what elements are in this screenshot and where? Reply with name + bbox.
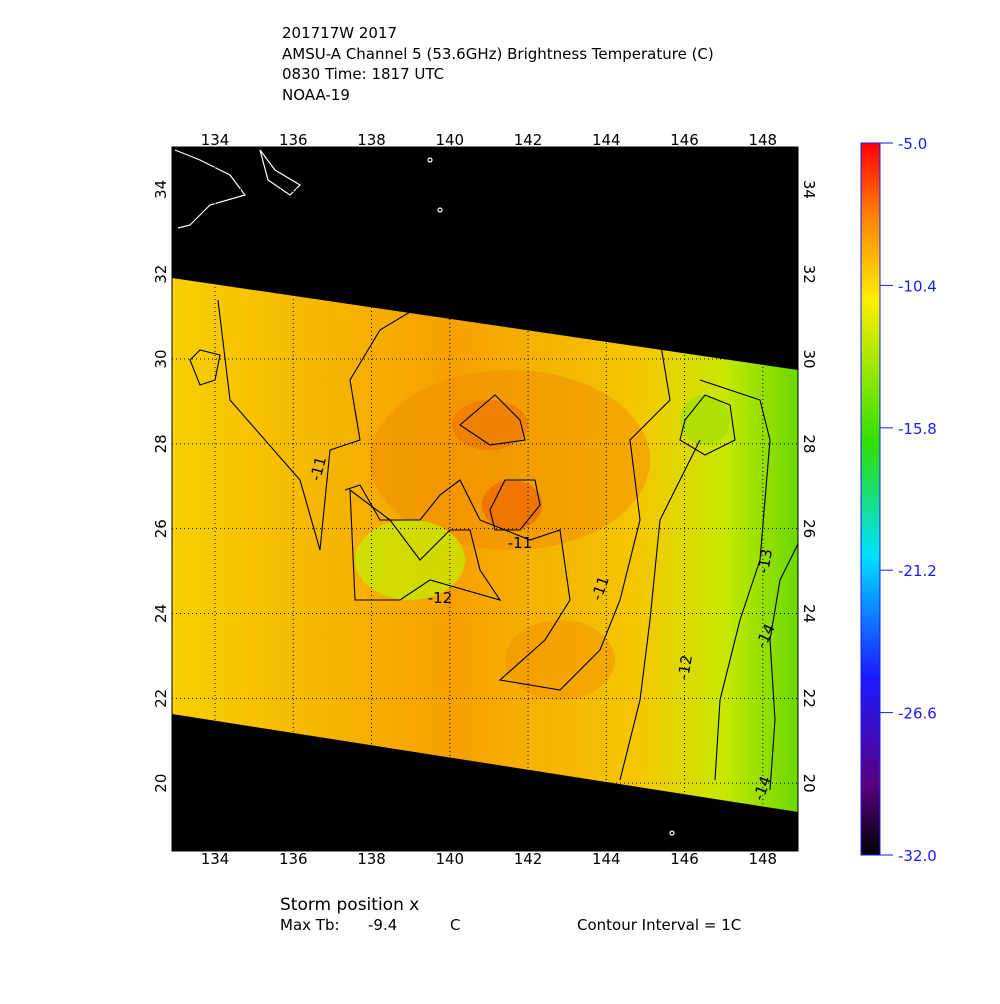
lat-tick-label: 32: [152, 265, 170, 284]
lon-tick-label: 140: [435, 131, 464, 149]
lon-tick-label: 148: [748, 850, 777, 868]
colorbar-tick-label: -5.0: [898, 135, 927, 153]
lon-tick-label: 134: [201, 131, 230, 149]
contour-labels: -11-11-12-11-12-13-14-14: [306, 455, 778, 803]
colorbar-scale: [860, 142, 881, 856]
lat-tick-label: 30: [152, 350, 170, 369]
contours: [189, 299, 798, 791]
lat-tick-label: 28: [152, 434, 170, 453]
grid: [172, 147, 798, 851]
title-line: AMSU-A Channel 5 (53.6GHz) Brightness Te…: [282, 45, 714, 63]
map: [172, 147, 798, 851]
lon-tick-label: 144: [592, 131, 621, 149]
contour-label: -11: [306, 455, 330, 483]
map-frame: [171, 146, 799, 852]
max-tb: -9.4: [368, 916, 397, 934]
colorbar: -5.0 -10.4 -15.8 -21.2 -26.6 -32.0: [860, 135, 937, 865]
lon-tick-label: 142: [514, 131, 543, 149]
contour-label: -13: [754, 548, 776, 575]
lat-tick-label: 24: [800, 604, 818, 623]
lat-tick-label: 26: [152, 519, 170, 538]
max-tb-label: Max Tb:: [280, 916, 340, 934]
lon-tick-label: 134: [201, 850, 230, 868]
title-line: NOAA-19: [282, 86, 350, 104]
lat-tick-label: 34: [152, 180, 170, 199]
colorbar-tick-label: -26.6: [898, 705, 937, 723]
lon-tick-label: 146: [670, 850, 699, 868]
coastline: [174, 149, 675, 836]
lat-tick-label: 34: [800, 180, 818, 199]
lat-tick-label: 30: [800, 350, 818, 369]
contour-label: -12: [428, 589, 453, 607]
lat-tick-label: 22: [152, 689, 170, 708]
lon-tick-label: 136: [279, 131, 308, 149]
lon-tick-label: 136: [279, 850, 308, 868]
colorbar-tick-label: -10.4: [898, 277, 937, 295]
lon-tick-label: 142: [514, 850, 543, 868]
contour-interval: Contour Interval = 1C: [577, 916, 741, 934]
lat-tick-label: 32: [800, 265, 818, 284]
axes: 134 134 136 136 138 138 140 140 142 142 144 144 146 1…: [152, 131, 818, 868]
lat-tick-label: 28: [800, 434, 818, 453]
lon-tick-label: 138: [357, 850, 386, 868]
lat-tick-label: 26: [800, 519, 818, 538]
storm-position: Storm position x: [280, 895, 419, 915]
lat-tick-label: 20: [800, 774, 818, 793]
colorbar-tick-label: -32.0: [898, 847, 937, 865]
footer: Storm position x Max Tb: -9.4 C Contour …: [280, 895, 741, 934]
title-line: 0830 Time: 1817 UTC: [282, 65, 444, 83]
warm-core: [355, 370, 730, 700]
swath: [172, 278, 798, 812]
contour-label: -11: [508, 534, 533, 552]
lon-tick-label: 140: [435, 850, 464, 868]
lat-tick-label: 22: [800, 689, 818, 708]
lon-tick-label: 138: [357, 131, 386, 149]
lat-tick-label: 20: [152, 774, 170, 793]
colorbar-tick-label: -21.2: [898, 562, 937, 580]
lat-tick-label: 24: [152, 604, 170, 623]
lon-tick-label: 148: [748, 131, 777, 149]
contour-label: -12: [674, 654, 696, 681]
title-line: 201717W 2017: [282, 24, 397, 42]
lon-tick-label: 144: [592, 850, 621, 868]
title: 201717W 2017 AMSU-A Channel 5 (53.6GHz) …: [282, 24, 714, 104]
colorbar-tick-label: -15.8: [898, 420, 937, 438]
max-tb-unit: C: [450, 916, 460, 934]
lon-tick-label: 146: [670, 131, 699, 149]
